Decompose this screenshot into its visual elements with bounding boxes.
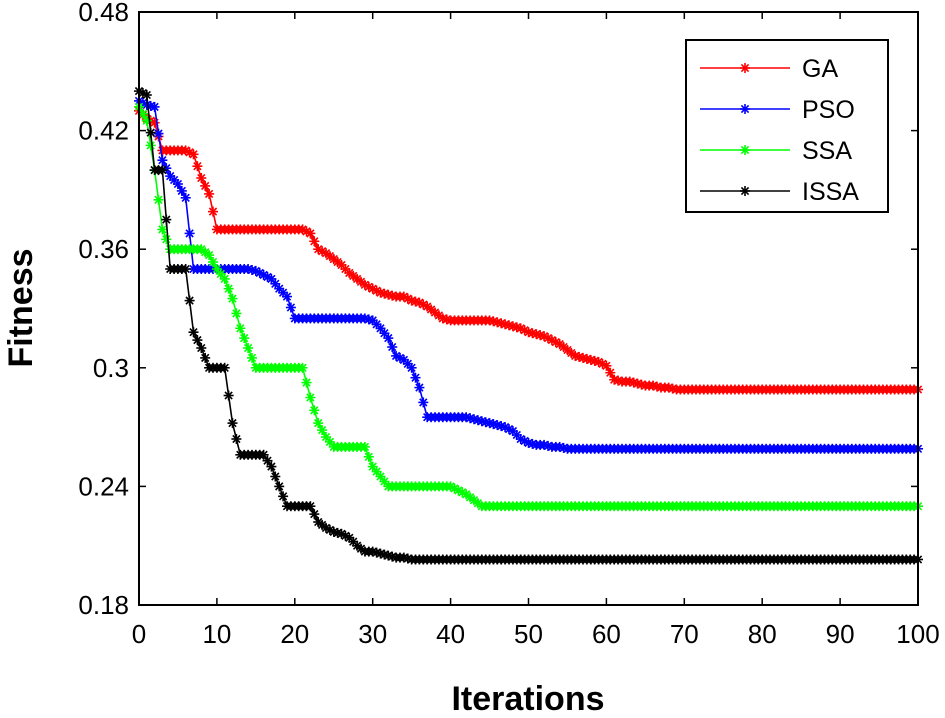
data-point [199, 352, 211, 364]
data-point [409, 371, 422, 384]
data-point [296, 361, 309, 374]
y-tick-label: 0.42 [78, 116, 129, 146]
data-point [187, 148, 200, 161]
data-point [417, 396, 430, 409]
x-tick-label: 100 [896, 619, 939, 649]
data-point [218, 273, 231, 285]
data-point [226, 292, 239, 305]
legend-label: GA [802, 55, 838, 83]
x-tick-label: 70 [670, 619, 699, 649]
legend: GA PSO SSA ISSA [685, 39, 889, 213]
x-tick-label: 50 [514, 619, 543, 649]
data-point [281, 290, 293, 303]
data-point [222, 282, 235, 295]
data-point [226, 417, 239, 429]
data-point [413, 381, 426, 394]
data-point [382, 332, 395, 344]
legend-label: SSA [802, 137, 852, 165]
series-layer [133, 85, 924, 566]
legend-item-pso: PSO [700, 96, 855, 124]
data-point [195, 342, 208, 354]
data-point [156, 164, 169, 176]
data-point [218, 361, 231, 374]
data-point [152, 194, 165, 206]
legend-item-issa: ISSA [700, 178, 859, 206]
series-issa [133, 85, 924, 566]
legend-item-ga: GA [700, 55, 838, 83]
data-point [156, 223, 169, 236]
data-point [242, 342, 254, 354]
legend-swatch-marker [739, 144, 751, 156]
data-point [277, 490, 289, 503]
legend-item-ssa: SSA [700, 137, 852, 165]
x-tick-label: 20 [280, 619, 309, 649]
legend-swatch-marker [739, 185, 751, 197]
data-point [359, 441, 371, 453]
x-tick-label: 0 [132, 619, 146, 649]
data-point [183, 227, 196, 240]
data-point [246, 352, 258, 364]
series-pso [133, 95, 924, 455]
legend-label: PSO [802, 96, 855, 124]
y-tick-label: 0.18 [78, 590, 129, 620]
data-point [203, 188, 215, 200]
legend-label: ISSA [802, 178, 859, 206]
x-tick-label: 30 [358, 619, 387, 649]
data-point [179, 192, 192, 204]
x-tick-label: 80 [748, 619, 777, 649]
y-tick-label: 0.36 [78, 234, 129, 264]
data-point [152, 127, 165, 140]
data-point [230, 433, 243, 445]
y-tick-label: 0.48 [78, 0, 129, 27]
x-tick-label: 40 [436, 619, 465, 649]
data-point [148, 101, 161, 113]
data-point [234, 322, 247, 335]
data-point [405, 361, 418, 374]
x-axis-title: Iterations [451, 680, 604, 718]
data-point [300, 376, 313, 389]
data-point [160, 213, 173, 226]
data-point [265, 460, 278, 473]
data-point [386, 341, 399, 353]
x-tick-label: 90 [826, 619, 855, 649]
series-ga [133, 105, 924, 396]
data-point [144, 139, 157, 152]
x-tick-label: 10 [202, 619, 231, 649]
data-point [183, 294, 196, 307]
axes-layer: 0 10 20 30 40 50 60 70 80 90 100 0.18 0.24 0.3 0.36 0.4… [78, 0, 939, 649]
series-ssa [133, 101, 924, 513]
y-tick-label: 0.3 [93, 353, 129, 383]
data-point [230, 307, 243, 320]
data-point [273, 480, 286, 493]
data-point [269, 470, 282, 483]
y-tick-label: 0.24 [78, 471, 129, 501]
data-point [285, 301, 297, 314]
data-point [160, 233, 173, 246]
data-point [304, 391, 317, 404]
legend-swatch-marker [739, 103, 751, 115]
data-point [144, 126, 157, 139]
x-tick-label: 60 [592, 619, 621, 649]
data-point [238, 332, 250, 344]
data-point [191, 160, 204, 172]
data-point [179, 263, 192, 275]
legend-swatch-marker [739, 62, 751, 74]
data-point [141, 89, 153, 101]
data-point [308, 404, 321, 417]
y-axis-title: Fitness [2, 248, 40, 367]
data-point [222, 389, 235, 402]
data-point [207, 205, 219, 218]
data-point [362, 450, 375, 463]
